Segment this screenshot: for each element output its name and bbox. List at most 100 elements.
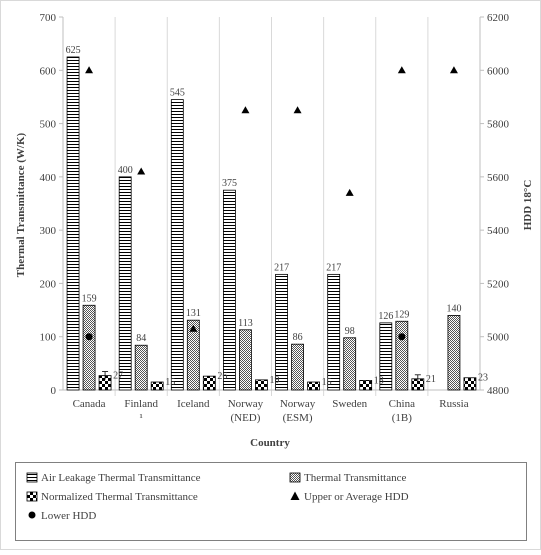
legend-item-lower-hdd: Lower HDD — [28, 510, 96, 522]
bar-normalized — [359, 380, 373, 391]
marker-upper-hdd — [85, 66, 94, 74]
bar-normalized — [202, 375, 216, 391]
data-label-thermal: 129 — [394, 309, 409, 320]
x-axis-title: Country — [250, 437, 290, 449]
bar-normalized — [255, 379, 268, 391]
y2-tick-label: 5600 — [487, 172, 510, 184]
marker-upper-hdd — [137, 167, 146, 175]
y-tick-label: 200 — [40, 278, 57, 290]
marker-lower-hdd — [398, 333, 406, 341]
marker-upper-hdd — [293, 106, 302, 114]
y2-tick-label: 5000 — [487, 332, 510, 344]
bar-thermal — [447, 314, 461, 391]
legend-label-lower-hdd: Lower HDD — [41, 510, 96, 522]
x-tick-label: Russia — [439, 398, 468, 410]
y2-tick-label: 6200 — [487, 12, 510, 24]
data-label-air-leakage: 375 — [222, 178, 237, 189]
bar-thermal — [291, 343, 304, 391]
data-label-thermal: 86 — [293, 332, 303, 343]
data-label-thermal: 131 — [186, 308, 201, 319]
data-label-normalized: 26 — [217, 371, 227, 382]
data-label-air-leakage: 126 — [378, 311, 393, 322]
legend-label-upper-hdd: Upper or Average HDD — [304, 491, 409, 503]
y2-tick-label: 5800 — [487, 119, 510, 131]
x-tick-label-line2: (1B) — [392, 412, 413, 424]
legend-label-air-leakage: Air Leakage Thermal Transmittance — [41, 472, 201, 484]
bar-air-leakage — [379, 322, 393, 391]
bar-air-leakage — [223, 189, 236, 391]
marker-upper-hdd — [449, 66, 458, 74]
y2-tick-label: 4800 — [487, 385, 510, 397]
data-label-normalized: 18 — [374, 375, 384, 386]
x-tick-label: Norway — [280, 398, 316, 410]
bar-normalized — [307, 381, 320, 391]
bar-air-leakage — [327, 273, 341, 391]
legend-item-normalized: Normalized Thermal Transmittance — [26, 491, 198, 503]
data-label-normalized: 19 — [269, 375, 279, 386]
bar-thermal — [239, 329, 252, 391]
x-tick-label: Sweden — [332, 398, 367, 410]
data-label-thermal: 113 — [238, 318, 253, 329]
marker-upper-hdd — [397, 66, 406, 74]
y-tick-label: 400 — [40, 172, 57, 184]
x-tick-label: Norway — [228, 398, 264, 410]
legend-label-normalized: Normalized Thermal Transmittance — [41, 491, 198, 503]
y-tick-label: 100 — [40, 332, 57, 344]
y2-tick-label: 5200 — [487, 278, 510, 290]
legend-swatch-normalized — [26, 491, 38, 502]
x-tick-label-line2: (NED) — [230, 412, 260, 424]
marker-lower-hdd — [85, 333, 93, 341]
legend-label-thermal: Thermal Transmittance — [304, 472, 406, 484]
data-label-thermal: 84 — [136, 333, 146, 344]
y-tick-label: 700 — [40, 12, 57, 24]
legend: Air Leakage Thermal Transmittance Therma… — [15, 462, 527, 541]
data-label-normalized: 21 — [426, 374, 436, 385]
data-label-thermal: 140 — [446, 303, 461, 314]
legend-item-thermal: Thermal Transmittance — [289, 472, 406, 484]
legend-swatch-thermal — [289, 472, 301, 483]
bar-thermal — [186, 319, 200, 391]
x-tick-label: Canada — [73, 398, 106, 410]
y2-axis-title: HDD 18°C — [522, 180, 534, 231]
x-tick-label-line2: ¹ — [140, 412, 143, 424]
marker-upper-hdd — [189, 324, 198, 332]
legend-swatch-lower-hdd — [28, 511, 36, 519]
y-axis-title: Thermal Transmittance (W/K) — [15, 132, 27, 277]
legend-swatch-upper-hdd — [290, 491, 300, 500]
bar-normalized — [150, 381, 164, 391]
legend-item-upper-hdd: Upper or Average HDD — [290, 491, 409, 503]
data-label-air-leakage: 217 — [326, 262, 341, 273]
bar-thermal — [395, 320, 409, 391]
data-label-thermal: 159 — [82, 293, 97, 304]
legend-swatch-air-leakage — [26, 472, 38, 483]
x-tick-label: China — [389, 398, 415, 410]
bar-air-leakage — [118, 176, 132, 391]
bar-thermal — [134, 344, 148, 391]
bar-thermal — [343, 337, 357, 391]
y-tick-label: 300 — [40, 225, 57, 237]
bar-thermal — [82, 304, 96, 391]
y-tick-label: 500 — [40, 119, 57, 131]
marker-upper-hdd — [345, 188, 354, 196]
data-label-air-leakage: 625 — [66, 45, 81, 56]
bar-normalized — [463, 377, 477, 391]
y2-tick-label: 6000 — [487, 65, 510, 77]
marker-upper-hdd — [241, 106, 250, 114]
x-tick-label: Iceland — [177, 398, 210, 410]
data-label-normalized: 23 — [478, 373, 488, 384]
data-label-air-leakage: 217 — [274, 262, 289, 273]
bar-air-leakage — [170, 99, 184, 391]
bar-air-leakage — [275, 273, 288, 391]
legend-frame — [15, 462, 527, 541]
legend-item-air-leakage: Air Leakage Thermal Transmittance — [26, 472, 201, 484]
bar-air-leakage — [66, 56, 80, 391]
data-label-normalized: 15 — [165, 377, 175, 388]
x-tick-label: Finland — [124, 398, 158, 410]
data-label-normalized: 27 — [113, 371, 123, 382]
data-label-air-leakage: 545 — [170, 88, 185, 99]
data-label-normalized: 15 — [322, 377, 332, 388]
y-tick-label: 600 — [40, 65, 57, 77]
